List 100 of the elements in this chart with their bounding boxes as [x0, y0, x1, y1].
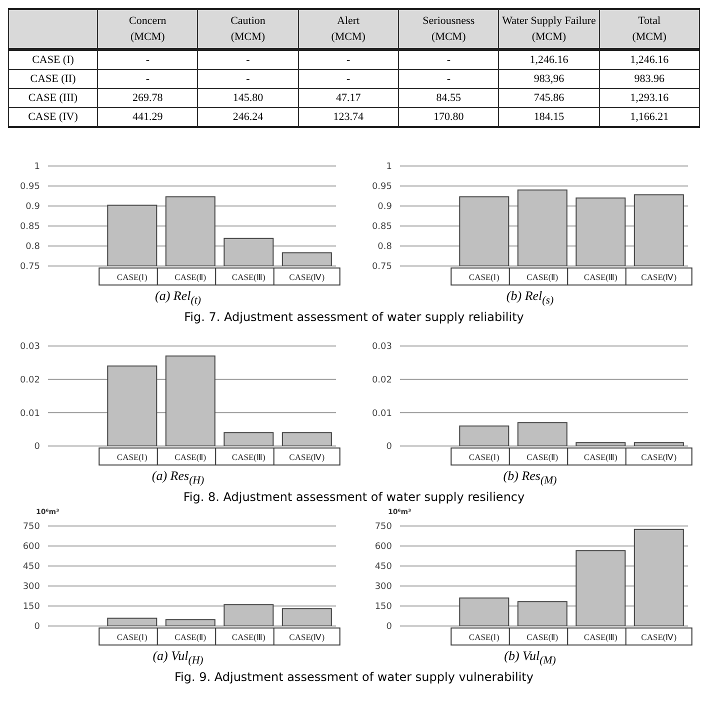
y-tick-label: 0.03 — [372, 342, 392, 352]
category-label: Seriousness (MCM) — [422, 14, 475, 45]
x-tick-label: CASE(Ⅰ) — [116, 272, 148, 282]
x-axis-title: (b) Res$_{(M)}$ — [502, 468, 558, 489]
bar — [224, 432, 274, 446]
text: - — [446, 54, 450, 66]
text: 47.17 — [336, 92, 361, 104]
text: - — [446, 73, 450, 85]
bar — [165, 619, 216, 626]
y-tick-label: 600 — [22, 542, 40, 552]
text: - — [346, 73, 350, 85]
text: 1,166.21 — [630, 111, 669, 123]
y-tick-label: 0.95 — [372, 182, 392, 192]
x-tick-label: CASE(Ⅲ) — [232, 272, 266, 282]
bar — [282, 432, 332, 446]
y-tick-label: 0.85 — [372, 222, 392, 232]
caption: Fig. 9. Adjustment assessment of water supply vulnerability — [174, 670, 534, 686]
y-tick-label: 0.75 — [372, 262, 392, 272]
x-axis-title: (a) Vul$_{(H)}$ — [152, 648, 204, 669]
y-tick-label: 0.02 — [20, 376, 40, 386]
x-tick-label: CASE(Ⅳ) — [289, 632, 325, 642]
category-label: CASE (I) — [32, 54, 74, 66]
y-tick-label: 0.8 — [26, 242, 40, 252]
y-tick-label: 150 — [374, 602, 392, 612]
x-tick-label: CASE(Ⅰ) — [468, 272, 500, 282]
x-tick-label: CASE(Ⅱ) — [174, 452, 206, 462]
x-tick-label: CASE(Ⅳ) — [289, 452, 325, 462]
bar — [576, 550, 626, 626]
x-axis-title: (b) Rel$_{(s)}$ — [505, 288, 555, 309]
bar — [224, 604, 274, 626]
x-tick-label: CASE(Ⅲ) — [232, 632, 266, 642]
category-label: Water Supply Failure (MCM) — [502, 14, 596, 45]
bar — [107, 618, 158, 626]
y-tick-label: 450 — [22, 562, 40, 572]
y-tick-label: 0.01 — [20, 408, 40, 419]
bar — [282, 608, 332, 626]
category-label: Alert (MCM) — [331, 14, 366, 45]
text: 1,246.16 — [530, 54, 568, 66]
text: 745.86 — [534, 92, 564, 104]
x-tick-label: CASE(Ⅰ) — [116, 632, 148, 642]
bar — [107, 366, 158, 446]
text: 1,293.16 — [630, 92, 669, 104]
text: 983,96 — [534, 73, 564, 85]
x-tick-label: CASE(Ⅳ) — [641, 632, 677, 642]
y-tick-label: 0 — [386, 622, 392, 632]
y-tick-label: 450 — [374, 562, 392, 572]
y-tick-label: 600 — [374, 542, 392, 552]
category-label: Concern (MCM) — [129, 14, 166, 45]
text: 983.96 — [634, 73, 664, 85]
text: 184.15 — [534, 111, 564, 123]
bar — [517, 601, 568, 626]
category-label: Total (MCM) — [632, 14, 666, 45]
x-tick-label: CASE(Ⅱ) — [526, 452, 558, 462]
x-tick-label: CASE(Ⅳ) — [641, 452, 677, 462]
y-tick-label: 300 — [374, 582, 392, 592]
text: 84.55 — [436, 92, 462, 104]
x-tick-label: CASE(Ⅲ) — [584, 452, 618, 462]
text: - — [146, 73, 150, 85]
text: - — [246, 54, 250, 66]
y-tick-label: 0.9 — [378, 202, 392, 212]
y-tick-label: 0.01 — [372, 408, 392, 419]
y-tick-label: 0 — [34, 622, 40, 632]
y-tick-label: 0.03 — [20, 342, 40, 352]
y-tick-label: 0 — [34, 442, 40, 452]
text: 145.80 — [232, 92, 264, 104]
text: 123.74 — [333, 111, 364, 123]
x-axis-title: (b) Vul$_{(M)}$ — [503, 648, 557, 669]
y-tick-label: 0 — [386, 442, 392, 452]
y-tick-label: 1 — [34, 162, 40, 172]
y-tick-label: 300 — [22, 582, 40, 592]
text: 1,246.16 — [630, 54, 669, 66]
y-tick-label: 0.02 — [372, 376, 392, 386]
x-tick-label: CASE(Ⅳ) — [641, 272, 677, 282]
x-tick-label: CASE(Ⅱ) — [174, 272, 206, 282]
caption: Fig. 7. Adjustment assessment of water supply reliability — [183, 310, 525, 326]
bar — [459, 598, 510, 626]
x-axis-title: (a) Res$_{(H)}$ — [150, 468, 206, 489]
text: - — [146, 54, 150, 66]
text: 441.29 — [132, 111, 163, 123]
text: - — [346, 54, 350, 66]
x-tick-label: CASE(Ⅱ) — [526, 272, 558, 282]
x-axis-title: (a) Rel$_{(t)}$ — [154, 288, 202, 309]
text: 246.24 — [232, 111, 264, 123]
category-label: CASE (II) — [30, 73, 76, 85]
text: - — [246, 73, 250, 85]
bar — [459, 426, 510, 446]
x-tick-label: CASE(Ⅲ) — [584, 272, 618, 282]
x-tick-label: CASE(Ⅱ) — [174, 632, 206, 642]
y-tick-label: 0.85 — [20, 222, 40, 232]
bar — [634, 528, 684, 626]
x-tick-label: CASE(Ⅰ) — [468, 452, 500, 462]
y-tick-label: 150 — [22, 602, 40, 612]
y-tick-label: 1 — [386, 162, 392, 172]
x-tick-label: CASE(Ⅱ) — [526, 632, 558, 642]
y-tick-label: 0.75 — [20, 262, 40, 272]
bar — [165, 356, 216, 446]
x-tick-label: CASE(Ⅰ) — [116, 452, 148, 462]
bar — [576, 442, 626, 446]
x-tick-label: CASE(Ⅳ) — [289, 272, 325, 282]
bar — [517, 422, 568, 446]
